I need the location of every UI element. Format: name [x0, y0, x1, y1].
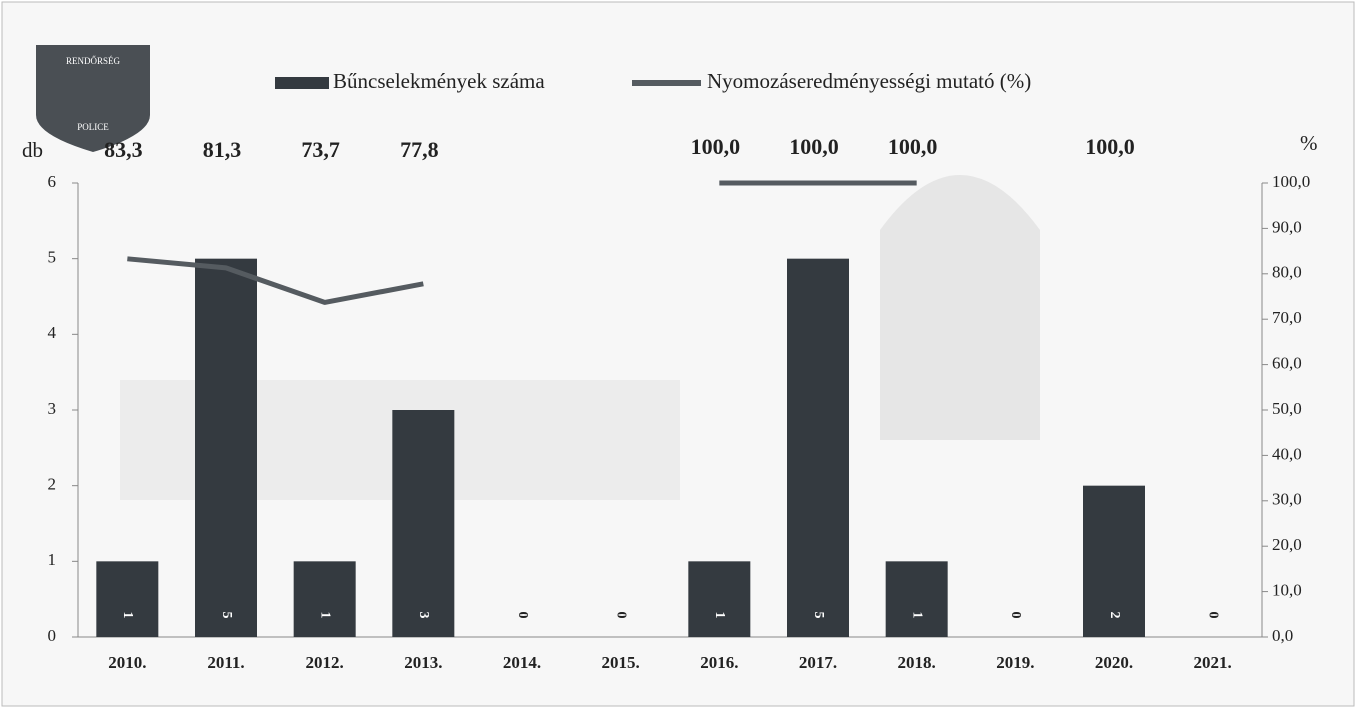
x-tick-label: 2018. [898, 653, 936, 672]
bar [195, 259, 257, 637]
y2-tick-label: 10,0 [1272, 581, 1302, 600]
line-value-label: 83,3 [104, 137, 143, 162]
x-tick-label: 2019. [996, 653, 1034, 672]
x-tick-label: 2021. [1194, 653, 1232, 672]
x-tick-label: 2015. [602, 653, 640, 672]
line-value-label: 100,0 [888, 134, 938, 159]
y2-tick-label: 100,0 [1272, 172, 1310, 191]
y-tick-label: 6 [48, 172, 57, 191]
bar [886, 561, 948, 637]
x-tick-label: 2016. [700, 653, 738, 672]
line-value-label: 100,0 [1085, 134, 1135, 159]
bar-value-label: 1 [317, 612, 332, 619]
bar [787, 259, 849, 637]
logo-text: RENDŐRSÉG [66, 56, 121, 66]
x-tick-label: 2010. [108, 653, 146, 672]
legend-label: Nyomozáseredményességi mutató (%) [707, 69, 1031, 93]
bar-value-label: 0 [515, 612, 530, 619]
y2-tick-label: 40,0 [1272, 444, 1302, 463]
bar [294, 561, 356, 637]
y2-tick-label: 20,0 [1272, 535, 1302, 554]
logo-text: POLICE [77, 122, 109, 132]
x-tick-label: 2013. [404, 653, 442, 672]
y2-tick-label: 50,0 [1272, 399, 1302, 418]
y2-tick-label: 30,0 [1272, 490, 1302, 509]
x-tick-label: 2014. [503, 653, 541, 672]
line-value-label: 100,0 [789, 134, 839, 159]
y-tick-label: 4 [48, 323, 57, 342]
bar [96, 561, 158, 637]
bar-value-label: 0 [1008, 612, 1023, 619]
line-value-label: 77,8 [400, 137, 439, 162]
y2-axis-title: % [1300, 131, 1318, 155]
x-tick-label: 2011. [207, 653, 244, 672]
y2-tick-label: 90,0 [1272, 217, 1302, 236]
legend-label: Bűncselekmények száma [333, 69, 545, 93]
line-value-label: 100,0 [691, 134, 741, 159]
line-value-label: 73,7 [301, 137, 340, 162]
line-value-label: 81,3 [203, 137, 242, 162]
bar-value-label: 1 [120, 612, 135, 619]
x-tick-label: 2020. [1095, 653, 1133, 672]
bar [688, 561, 750, 637]
y2-tick-label: 60,0 [1272, 354, 1302, 373]
bar-value-label: 0 [1205, 612, 1220, 619]
y2-tick-label: 70,0 [1272, 308, 1302, 327]
y-tick-label: 3 [48, 399, 57, 418]
bar-value-label: 3 [416, 612, 431, 619]
chart: RENDŐRSÉG POLICE db % 01234560,010,020,0… [0, 0, 1356, 708]
y-tick-label: 5 [48, 248, 57, 267]
y-tick-label: 1 [48, 550, 57, 569]
background-building [880, 175, 1040, 440]
y2-tick-label: 80,0 [1272, 263, 1302, 282]
legend-swatch [275, 77, 329, 89]
bar-value-label: 1 [909, 612, 924, 619]
bar [392, 410, 454, 637]
y-tick-label: 0 [48, 626, 57, 645]
y-tick-label: 2 [48, 475, 57, 494]
y2-tick-label: 0,0 [1272, 626, 1293, 645]
y-axis-title: db [22, 138, 43, 162]
page: {"chart_data": {"type": "bar_line", "log… [0, 0, 1356, 708]
bar-value-label: 5 [811, 612, 826, 619]
x-tick-label: 2017. [799, 653, 837, 672]
bar-value-label: 5 [219, 612, 234, 619]
bar-value-label: 2 [1107, 612, 1122, 619]
x-tick-label: 2012. [306, 653, 344, 672]
bar-value-label: 1 [712, 612, 727, 619]
bar-value-label: 0 [613, 612, 628, 619]
